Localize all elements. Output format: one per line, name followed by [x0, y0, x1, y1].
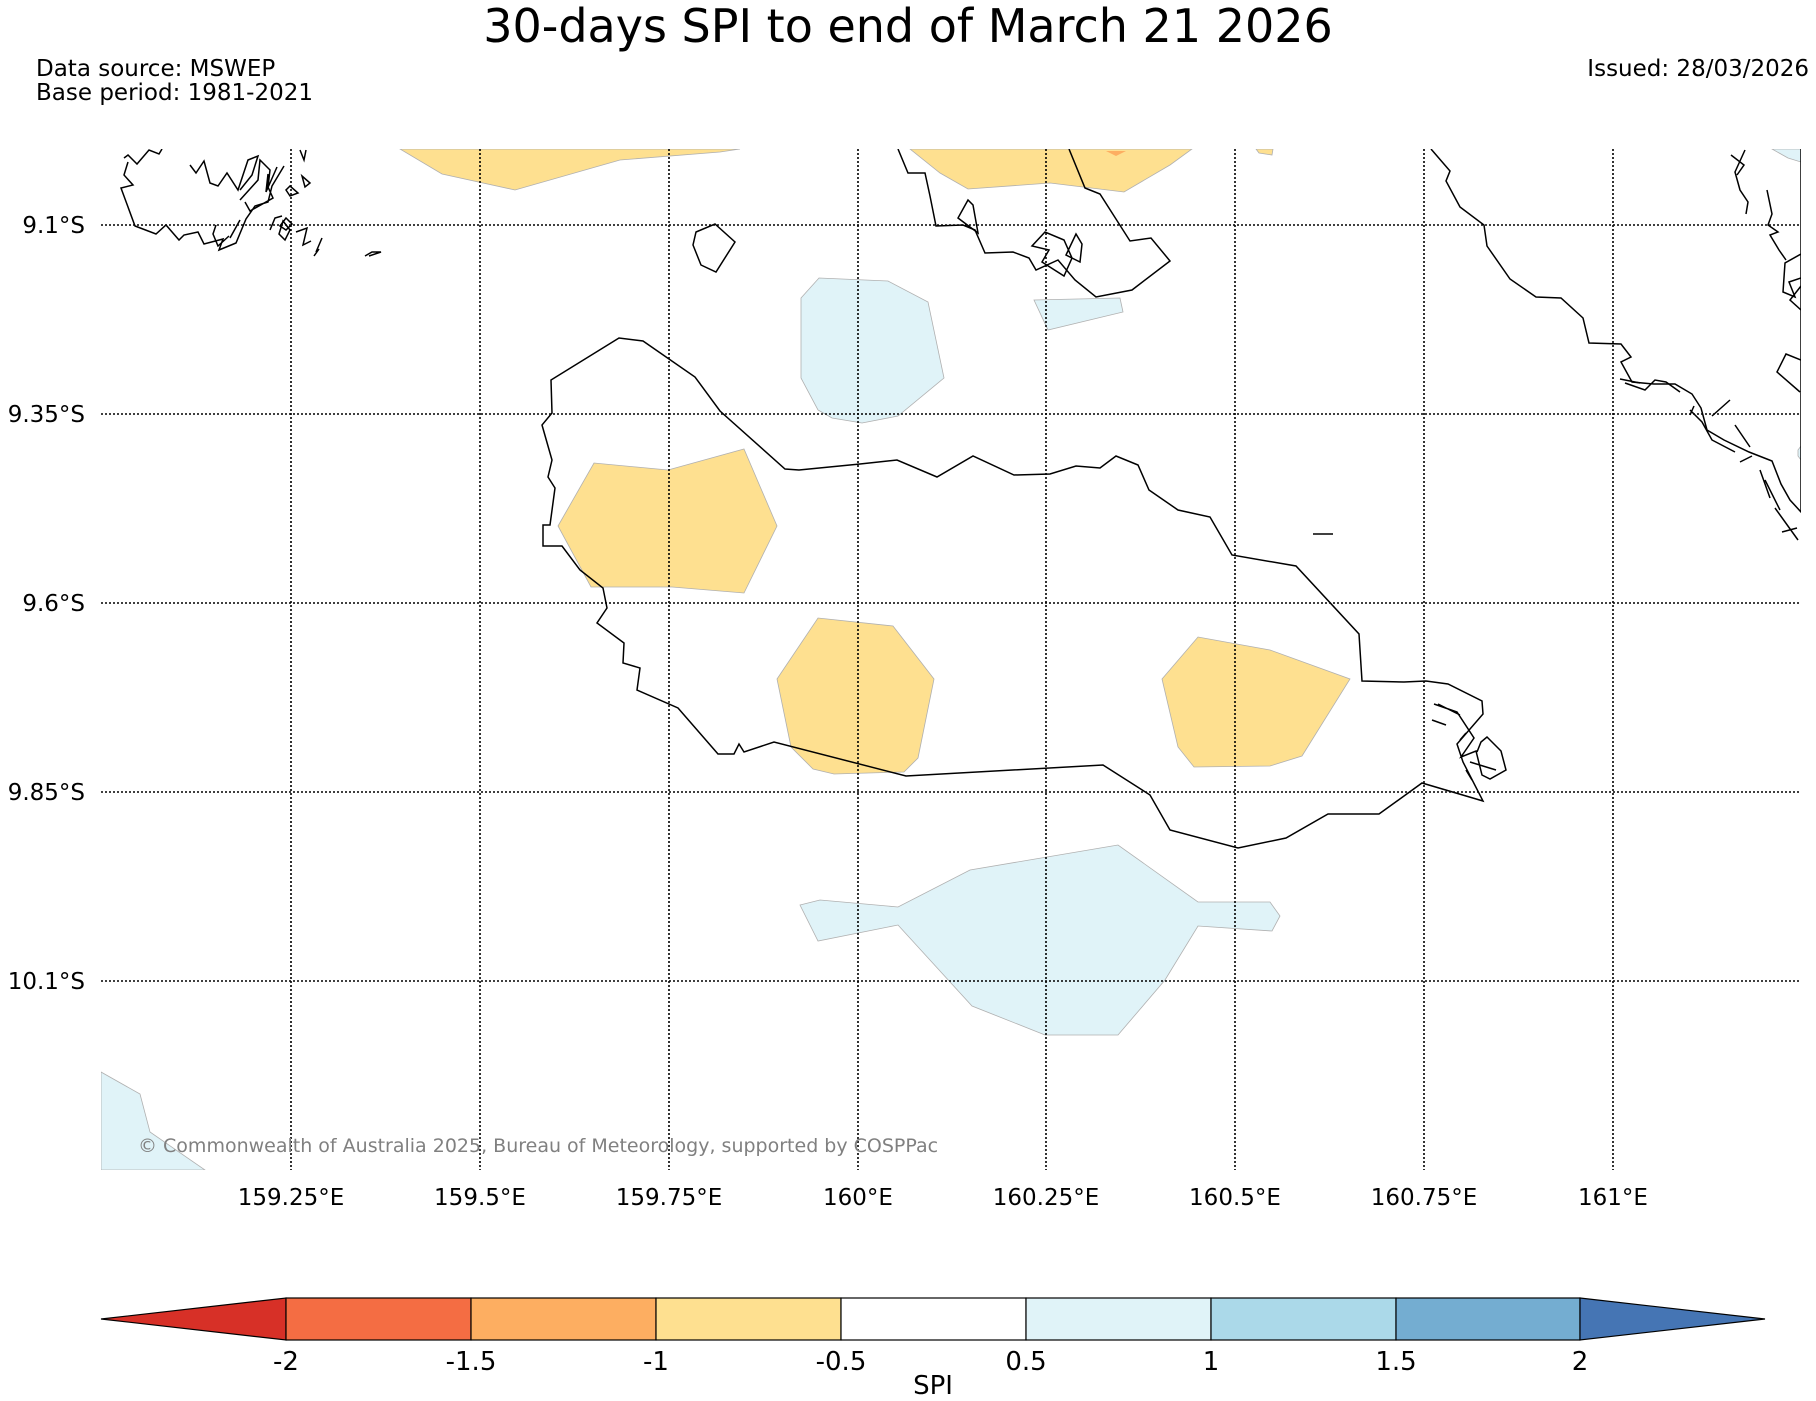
colorbar-tick: 1.5: [1375, 1347, 1416, 1377]
wet-region-north-center: [800, 277, 945, 424]
lon-label: 160.5°E: [1189, 1185, 1281, 1211]
lon-label: 160.25°E: [993, 1185, 1100, 1211]
spi-wet-regions: [101, 149, 1801, 1170]
colorbar-segment: [285, 1297, 472, 1341]
map-layers: © Commonwealth of Australia 2025, Bureau…: [101, 149, 1801, 1170]
issued-date: Issued: 28/03/2026: [1587, 56, 1809, 82]
coastline-malaita: [1430, 149, 1801, 514]
map-area: [101, 149, 1801, 1170]
graticule: [101, 149, 1801, 1170]
base-period: Base period: 1981-2021: [36, 80, 314, 106]
lat-label: 9.85°S: [8, 780, 85, 806]
coastlines: [120, 149, 1801, 849]
wet-region-northeast-corner: [1771, 149, 1801, 163]
colorbar-extend-high: [1579, 1297, 1766, 1341]
lat-label: 9.6°S: [22, 591, 85, 617]
spi-dry-regions: [399, 149, 1351, 775]
wet-region-south: [799, 844, 1281, 1036]
coastline-malaita-detail: [1619, 378, 1799, 541]
coastline-florida-islands: [897, 149, 1172, 298]
dry-region-east: [1161, 636, 1351, 768]
coastline-guadalcanal: [541, 337, 1485, 849]
lon-label: 159.75°E: [616, 1185, 723, 1211]
colorbar-segment: [1025, 1297, 1212, 1341]
colorbar-segment: [655, 1297, 842, 1341]
colorbar-segment: [470, 1297, 657, 1341]
data-info: Data source: MSWEP Base period: 1981-202…: [36, 57, 313, 105]
colorbar-tick: 0.5: [1005, 1347, 1046, 1377]
colorbar-segment: [840, 1297, 1027, 1341]
coastline-savo-west: [120, 149, 382, 257]
colorbar-tick: -1.5: [446, 1347, 497, 1377]
colorbar: -2 -1.5 -1 -0.5 0.5 1 1.5 2 SPI: [100, 1297, 1766, 1377]
lon-label: 160.75°E: [1371, 1185, 1478, 1211]
coastline-island-small-north: [692, 223, 736, 273]
colorbar-tick: -1: [643, 1347, 669, 1377]
colorbar-title: SPI: [913, 1371, 953, 1401]
coastline-florida-detail: [957, 198, 1083, 278]
lon-label: 160°E: [823, 1185, 893, 1211]
coastline-east-cape: [1431, 703, 1507, 780]
colorbar-extend-low: [100, 1297, 287, 1341]
dry-region-center: [776, 617, 935, 775]
coastline-malaita-ne: [1730, 149, 1801, 393]
colorbar-tick: -0.5: [816, 1347, 867, 1377]
lon-label: 159.25°E: [238, 1185, 345, 1211]
copyright-notice: © Commonwealth of Australia 2025, Bureau…: [138, 1135, 938, 1157]
map-title: 30-days SPI to end of March 21 2026: [483, 0, 1333, 53]
data-source: Data source: MSWEP: [36, 56, 276, 82]
lon-label: 161°E: [1578, 1185, 1648, 1211]
wet-region-small-north: [1033, 297, 1124, 331]
colorbar-segment: [1395, 1297, 1581, 1341]
dry-spot-ne: [1106, 151, 1126, 156]
coastline-savo-small: [278, 173, 320, 257]
colorbar-tick: -2: [273, 1347, 299, 1377]
dry-region-north: [399, 149, 741, 191]
lat-label: 9.1°S: [22, 213, 85, 239]
coastline-islet-2: [1459, 732, 1473, 781]
colorbar-segment: [1210, 1297, 1397, 1341]
lon-labels: 159.25°E 159.5°E 159.75°E 160°E 160.25°E…: [238, 1185, 1648, 1211]
colorbar-tick: 1: [1203, 1347, 1220, 1377]
lat-label: 9.35°S: [8, 402, 85, 428]
dry-region-west: [557, 448, 778, 594]
lat-labels: 9.1°S 9.35°S 9.6°S 9.85°S 10.1°S: [8, 213, 85, 995]
dry-region-northeast: [909, 149, 1193, 193]
lat-label: 10.1°S: [8, 969, 85, 995]
colorbar-tick: 2: [1572, 1347, 1589, 1377]
lon-label: 159.5°E: [434, 1185, 526, 1211]
dry-spot-east-edge: [1255, 149, 1274, 156]
wet-region-southwest: [101, 1071, 206, 1170]
